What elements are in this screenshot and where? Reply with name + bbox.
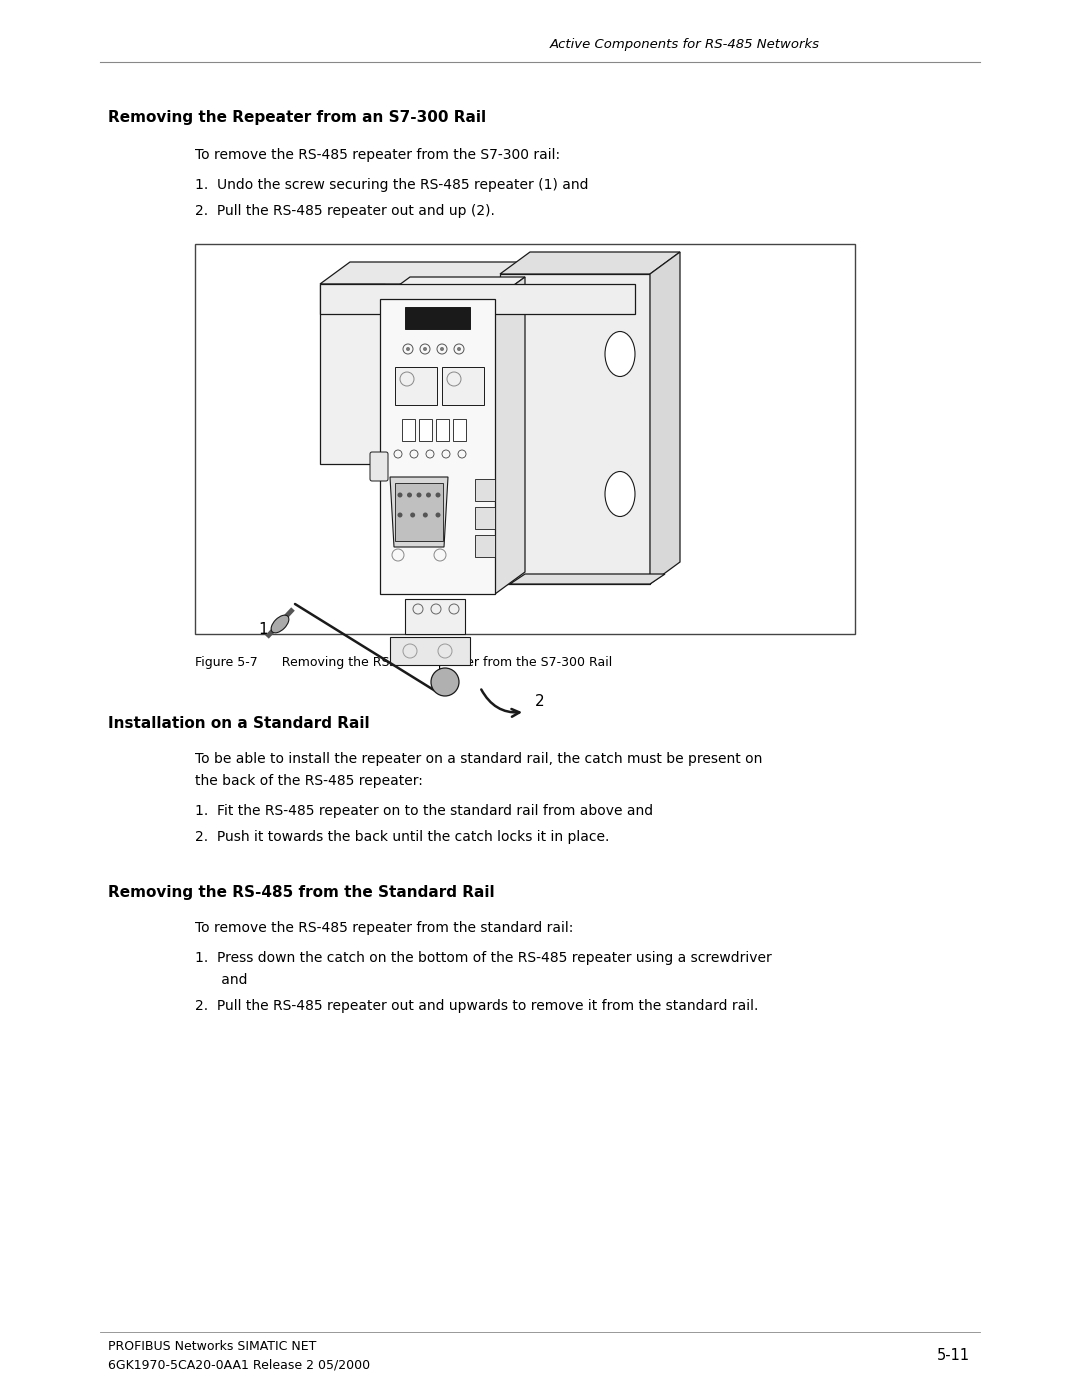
- Text: 5-11: 5-11: [936, 1348, 970, 1363]
- Text: Active Components for RS-485 Networks: Active Components for RS-485 Networks: [550, 38, 820, 52]
- Ellipse shape: [605, 472, 635, 517]
- Text: 2: 2: [536, 694, 544, 710]
- Polygon shape: [405, 599, 465, 634]
- Polygon shape: [390, 637, 470, 665]
- Circle shape: [397, 513, 403, 517]
- Polygon shape: [475, 535, 495, 557]
- Polygon shape: [475, 479, 495, 502]
- Text: the back of the RS-485 repeater:: the back of the RS-485 repeater:: [195, 774, 423, 788]
- Text: 2.  Pull the RS-485 repeater out and upwards to remove it from the standard rail: 2. Pull the RS-485 repeater out and upwa…: [195, 999, 758, 1013]
- Polygon shape: [442, 367, 484, 405]
- Circle shape: [423, 513, 428, 517]
- Polygon shape: [500, 274, 650, 584]
- Polygon shape: [510, 574, 665, 584]
- Text: 1: 1: [258, 622, 268, 637]
- Circle shape: [417, 493, 421, 497]
- Polygon shape: [395, 367, 437, 405]
- Polygon shape: [475, 507, 495, 529]
- Circle shape: [406, 346, 410, 351]
- Polygon shape: [453, 419, 465, 441]
- Text: 2.  Push it towards the back until the catch locks it in place.: 2. Push it towards the back until the ca…: [195, 830, 609, 844]
- Polygon shape: [402, 419, 415, 441]
- Polygon shape: [405, 307, 470, 330]
- Circle shape: [410, 513, 415, 517]
- Text: Removing the Repeater from an S7-300 Rail: Removing the Repeater from an S7-300 Rai…: [108, 110, 486, 124]
- Text: To remove the RS-485 repeater from the standard rail:: To remove the RS-485 repeater from the s…: [195, 921, 573, 935]
- Text: To remove the RS-485 repeater from the S7-300 rail:: To remove the RS-485 repeater from the S…: [195, 148, 561, 162]
- Polygon shape: [395, 483, 443, 541]
- Text: PROFIBUS Networks SIMATIC NET: PROFIBUS Networks SIMATIC NET: [108, 1340, 316, 1354]
- Circle shape: [423, 346, 427, 351]
- Circle shape: [407, 493, 411, 497]
- Polygon shape: [320, 263, 665, 284]
- Circle shape: [457, 346, 461, 351]
- Bar: [195, 244, 855, 634]
- Polygon shape: [380, 299, 495, 594]
- Text: 1.  Fit the RS-485 repeater on to the standard rail from above and: 1. Fit the RS-485 repeater on to the sta…: [195, 805, 653, 819]
- Circle shape: [440, 346, 444, 351]
- Polygon shape: [419, 419, 432, 441]
- Text: Figure 5-7      Removing the RS-485 Repeater from the S7-300 Rail: Figure 5-7 Removing the RS-485 Repeater …: [195, 657, 612, 669]
- Polygon shape: [436, 419, 449, 441]
- Text: Installation on a Standard Rail: Installation on a Standard Rail: [108, 717, 369, 731]
- Polygon shape: [320, 284, 635, 314]
- Text: Removing the RS-485 from the Standard Rail: Removing the RS-485 from the Standard Ra…: [108, 886, 495, 900]
- Circle shape: [435, 513, 441, 517]
- Polygon shape: [495, 277, 525, 594]
- Polygon shape: [390, 476, 448, 548]
- Text: 1.  Press down the catch on the bottom of the RS-485 repeater using a screwdrive: 1. Press down the catch on the bottom of…: [195, 951, 772, 965]
- FancyArrowPatch shape: [482, 690, 519, 717]
- Circle shape: [426, 493, 431, 497]
- Text: and: and: [195, 972, 247, 988]
- Circle shape: [431, 668, 459, 696]
- Text: 6GK1970-5CA20-0AA1 Release 2 05/2000: 6GK1970-5CA20-0AA1 Release 2 05/2000: [108, 1358, 370, 1370]
- Polygon shape: [380, 277, 525, 299]
- Circle shape: [435, 493, 441, 497]
- Text: 2.  Pull the RS-485 repeater out and up (2).: 2. Pull the RS-485 repeater out and up (…: [195, 204, 495, 218]
- Polygon shape: [500, 251, 680, 274]
- Text: 1.  Undo the screw securing the RS-485 repeater (1) and: 1. Undo the screw securing the RS-485 re…: [195, 177, 589, 191]
- Polygon shape: [320, 284, 384, 464]
- Polygon shape: [650, 251, 680, 584]
- Ellipse shape: [271, 615, 288, 633]
- Ellipse shape: [605, 331, 635, 377]
- FancyBboxPatch shape: [370, 453, 388, 481]
- Circle shape: [397, 493, 403, 497]
- Text: To be able to install the repeater on a standard rail, the catch must be present: To be able to install the repeater on a …: [195, 752, 762, 766]
